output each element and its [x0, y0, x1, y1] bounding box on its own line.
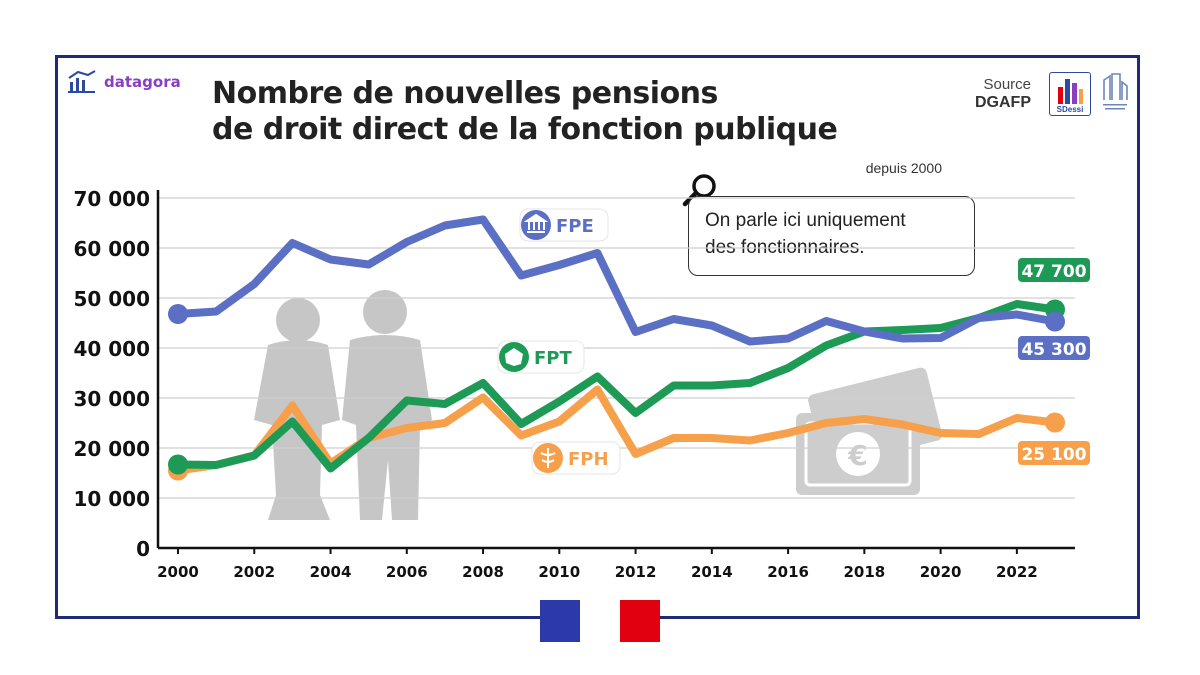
y-tick-label: 0	[136, 537, 150, 561]
source-label: Source	[983, 76, 1031, 93]
end-value-badge	[1018, 258, 1090, 282]
datagora-logo: datagora	[68, 70, 181, 94]
x-tick-label: 2012	[615, 563, 657, 581]
source-block: Source DGAFP	[975, 76, 1031, 112]
data-point-fpe	[168, 304, 188, 324]
x-tick-label: 2016	[767, 563, 809, 581]
sdessi-logo: SDessi	[1049, 72, 1091, 116]
y-tick-label: 30 000	[73, 387, 150, 411]
sdessi-logo-text: SDessi	[1056, 105, 1084, 114]
x-tick-label: 2022	[996, 563, 1038, 581]
series-line-fpe	[174, 215, 1059, 346]
euro-icon: €	[847, 439, 867, 472]
x-tick-label: 2008	[462, 563, 504, 581]
end-value-label: 47 700	[1021, 262, 1086, 282]
y-tick-label: 40 000	[73, 337, 150, 361]
title-line-2: de droit direct de la fonction publique	[212, 112, 838, 147]
republique-francaise-logo	[540, 600, 660, 642]
end-value-badge	[1018, 336, 1090, 360]
callout-line-1: On parle ici uniquement	[705, 210, 906, 231]
x-tick-label: 2010	[538, 563, 580, 581]
y-tick-label: 70 000	[73, 187, 150, 211]
building-icon	[523, 213, 549, 233]
series-line-fph	[174, 385, 1059, 475]
pensioners-illustration	[254, 290, 432, 520]
x-tick-label: 2018	[843, 563, 885, 581]
data-point-fpt	[168, 454, 188, 475]
data-point-fph	[1045, 412, 1065, 433]
series-name-label: FPT	[534, 348, 572, 369]
series-name-label: FPE	[556, 216, 594, 237]
france-map-icon	[505, 348, 523, 366]
x-tick-label: 2004	[310, 563, 352, 581]
y-tick-label: 50 000	[73, 287, 150, 311]
bars-icon	[1058, 79, 1083, 104]
end-value-badge	[1018, 441, 1090, 465]
brand-name: datagora	[104, 73, 181, 91]
series-name-label: FPH	[568, 449, 609, 470]
x-tick-label: 2002	[233, 563, 275, 581]
x-tick-label: 2014	[691, 563, 733, 581]
x-tick-label: 2020	[920, 563, 962, 581]
bar-chart-icon	[68, 70, 96, 93]
y-tick-label: 20 000	[73, 437, 150, 461]
end-value-label: 45 300	[1021, 340, 1086, 360]
x-tick-label: 2006	[386, 563, 428, 581]
data-point-fpe	[1045, 311, 1065, 332]
y-tick-label: 10 000	[73, 487, 150, 511]
source-org: DGAFP	[975, 94, 1031, 111]
statistique-publique-logo	[1103, 73, 1128, 110]
x-tick-label: 2000	[157, 563, 199, 581]
chart-frame	[55, 55, 1140, 619]
title-line-1: Nombre de nouvelles pensions	[212, 76, 718, 111]
end-value-label: 25 100	[1021, 445, 1086, 465]
caduceus-icon	[540, 448, 556, 468]
y-tick-label: 60 000	[73, 237, 150, 261]
series-line-fpt	[174, 300, 1059, 473]
chart-title: Nombre de nouvelles pensions de droit di…	[212, 76, 838, 148]
chart-subtitle: depuis 2000	[865, 160, 942, 176]
